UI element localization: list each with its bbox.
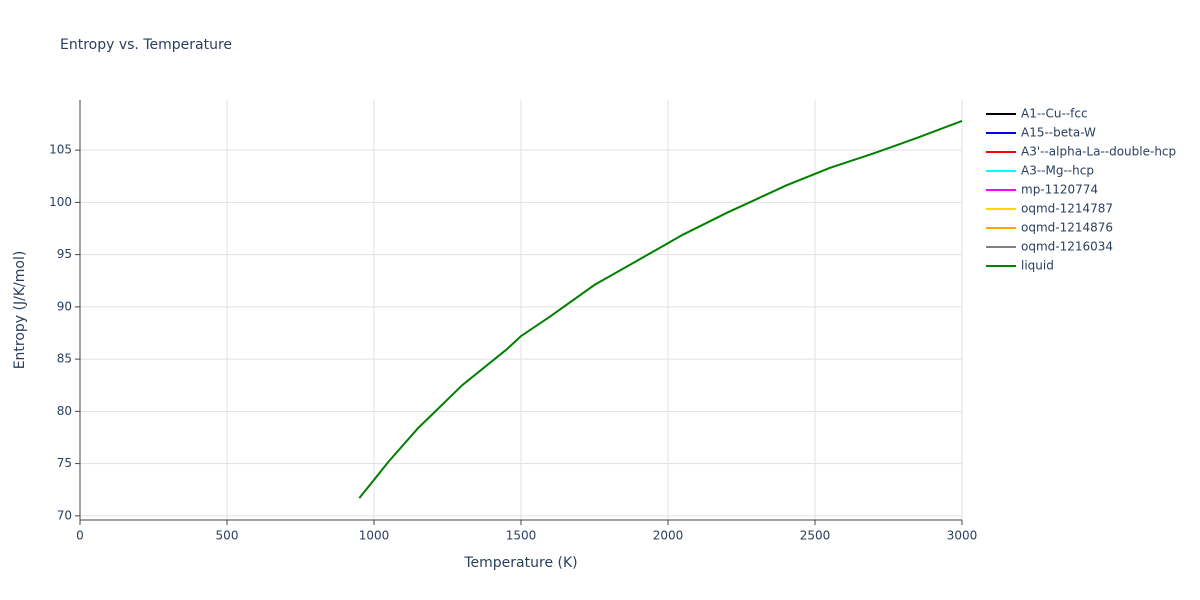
line-series [358,119,963,499]
y-tick-label: 80 [57,404,72,418]
y-tick-label: 95 [57,247,72,261]
x-tick-label: 1500 [506,529,537,543]
y-tick-label: 100 [49,195,72,209]
y-tick-label: 70 [57,508,72,522]
x-axis-label: Temperature (K) [463,555,577,571]
y-tick-label: 75 [57,456,72,470]
x-tick-label: 1000 [359,529,390,543]
legend-label: A3--Mg--hcp [1021,164,1094,178]
y-tick-label: 85 [57,352,72,366]
y-axis-label: Entropy (J/K/mol) [12,251,28,370]
x-tick-label: 3000 [947,529,978,543]
legend-label: A1--Cu--fcc [1021,107,1088,121]
legend-label: oqmd-1214787 [1021,202,1113,216]
legend-label: A3'--alpha-La--double-hcp [1021,145,1176,159]
y-tick-label: 90 [57,299,72,313]
x-tick-label: 2500 [800,529,831,543]
legend-label: oqmd-1214876 [1021,221,1113,235]
x-tick-label: 0 [76,529,84,543]
x-tick-label: 2000 [653,529,684,543]
legend-label: liquid [1021,259,1054,273]
y-tick-label: 105 [49,143,72,157]
legend-label: A15--beta-W [1021,126,1096,140]
legend-label: oqmd-1216034 [1021,240,1113,254]
x-tick-label: 500 [216,529,239,543]
chart-title: Entropy vs. Temperature [60,37,232,53]
legend-label: mp-1120774 [1021,183,1098,197]
